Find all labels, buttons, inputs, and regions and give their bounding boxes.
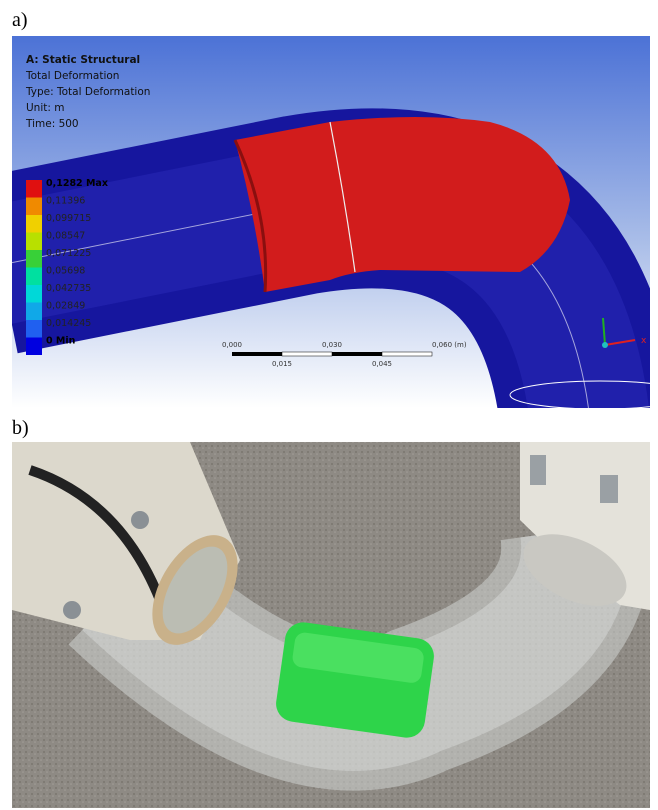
legend-label: 0,05698	[46, 266, 85, 277]
header-line: Type: Total Deformation	[25, 86, 150, 98]
scale-label: 0,000	[222, 341, 242, 349]
legend-swatch	[26, 303, 42, 321]
legend-label: 0 Min	[46, 336, 76, 347]
legend-swatch	[26, 320, 42, 338]
legend-label: 0,099715	[46, 213, 91, 224]
legend-swatch	[26, 250, 42, 268]
header-line: Total Deformation	[25, 70, 119, 82]
legend-swatch	[26, 285, 42, 303]
legend-swatch	[26, 215, 42, 233]
header-line: Time: 500	[25, 118, 79, 130]
scale-label: 0,015	[272, 360, 292, 368]
photo	[12, 442, 650, 808]
header-line: A: Static Structural	[26, 54, 140, 66]
legend-swatch	[26, 233, 42, 251]
legend-label: 0,042735	[46, 283, 91, 294]
page: a) A: Static Structural Total Deformation…	[0, 0, 658, 810]
scale-label: 0,060 (m)	[432, 341, 467, 349]
header-line: Unit: m	[26, 102, 64, 114]
scale-label: 0,030	[322, 341, 342, 349]
legend-swatch	[26, 338, 42, 356]
legend-swatch	[26, 268, 42, 286]
panel-label: a)	[12, 9, 28, 31]
legend-label: 0,014245	[46, 318, 91, 329]
legend-label: 0,071225	[46, 248, 91, 259]
legend-label: 0,11396	[46, 196, 85, 207]
legend-swatch	[26, 198, 42, 216]
figure: a) A: Static Structural Total Deformation…	[0, 0, 658, 810]
legend-label: 0,02849	[46, 301, 85, 312]
legend-label: 0,08547	[46, 231, 85, 242]
scale-label: 0,045	[372, 360, 392, 368]
axis-label: x	[641, 336, 647, 346]
legend-label: 0,1282 Max	[46, 178, 108, 189]
legend-swatch	[26, 180, 42, 198]
panel-label: b)	[12, 417, 29, 439]
